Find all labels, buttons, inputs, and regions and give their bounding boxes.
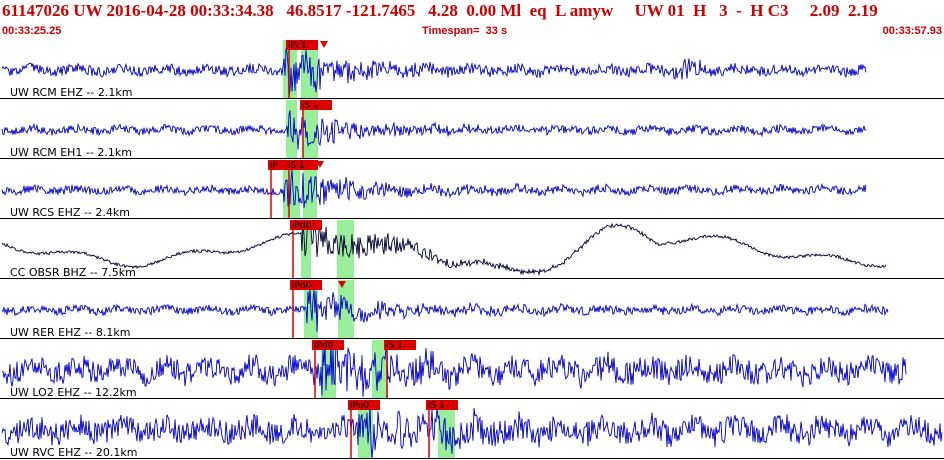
- phase-pick-flag[interactable]: [426, 400, 458, 410]
- analysis-window: [283, 160, 300, 218]
- pick-marker[interactable]: [314, 101, 322, 108]
- event-summary-title: 61147026 UW 2016-04-28 00:33:34.38 46.85…: [2, 1, 878, 20]
- trace-label: UW RCM EHZ -- 2.1km: [10, 86, 132, 99]
- start-time: 00:33:25.25: [2, 25, 62, 37]
- phase-pick-flag[interactable]: [290, 220, 322, 230]
- trace-label: UW RCS EHZ -- 2.4km: [10, 206, 130, 219]
- waveform-trace: [1, 287, 889, 332]
- pick-marker[interactable]: [338, 281, 346, 288]
- phase-pick-label[interactable]: iPd0: [292, 221, 312, 231]
- phase-pick-flag[interactable]: [290, 280, 322, 290]
- trace-label: UW RER EHZ -- 8.1km: [10, 326, 130, 339]
- phase-pick-label[interactable]: iS 1: [302, 101, 319, 111]
- phase-pick-label[interactable]: iPd0: [292, 281, 312, 291]
- waveform-trace: [1, 110, 867, 150]
- analysis-window: [303, 100, 318, 158]
- analysis-window: [286, 100, 297, 158]
- analysis-window: [337, 220, 354, 278]
- phase-pick-label[interactable]: iPu0: [350, 401, 369, 411]
- phase-pick-flag[interactable]: [300, 100, 332, 110]
- phase-pick-label[interactable]: iPc1: [288, 41, 307, 51]
- waveform-trace: [1, 403, 943, 458]
- end-time: 00:33:57.93: [882, 25, 942, 37]
- trace-label: UW RCM EH1 -- 2.1km: [10, 146, 132, 159]
- phase-pick-label[interactable]: iS 1: [428, 401, 445, 411]
- phase-pick-flag[interactable]: [286, 160, 318, 170]
- phase-pick-label[interactable]: iP: [270, 161, 279, 171]
- phase-pick-label[interactable]: iPd0: [314, 341, 334, 351]
- pick-marker[interactable]: [316, 161, 324, 168]
- analysis-window: [303, 160, 317, 218]
- waveform-trace: [1, 48, 867, 96]
- phase-pick-flag[interactable]: [312, 340, 344, 350]
- analysis-window: [283, 40, 297, 98]
- phase-pick-flag[interactable]: [268, 160, 290, 170]
- phase-pick-label[interactable]: iS 1: [288, 161, 305, 171]
- phase-pick-flag[interactable]: [384, 340, 416, 350]
- phase-pick-flag[interactable]: [348, 400, 380, 410]
- trace-label: CC OBSR BHZ -- 7.5km: [10, 266, 136, 279]
- timespan-label: Timespan= 33 s: [422, 25, 508, 37]
- phase-pick-label[interactable]: iS 1: [386, 341, 403, 351]
- pick-marker[interactable]: [320, 41, 328, 48]
- waveform-trace: [1, 221, 887, 277]
- trace-label: UW LO2 EHZ -- 12.2km: [10, 386, 137, 399]
- waveform-trace: [1, 341, 907, 397]
- waveform-trace: [1, 169, 867, 208]
- analysis-window: [372, 340, 388, 398]
- trace-label: UW RVC EHZ -- 20.1km: [10, 446, 137, 459]
- pick-marker[interactable]: [331, 341, 339, 348]
- event-header: 61147026 UW 2016-04-28 00:33:34.38 46.85…: [0, 0, 944, 39]
- phase-pick-flag[interactable]: [286, 40, 318, 50]
- seismogram-panel[interactable]: iPc1 UW RCM EHZ -- 2.1km iS 1 UW RCM EH1 --…: [0, 39, 944, 460]
